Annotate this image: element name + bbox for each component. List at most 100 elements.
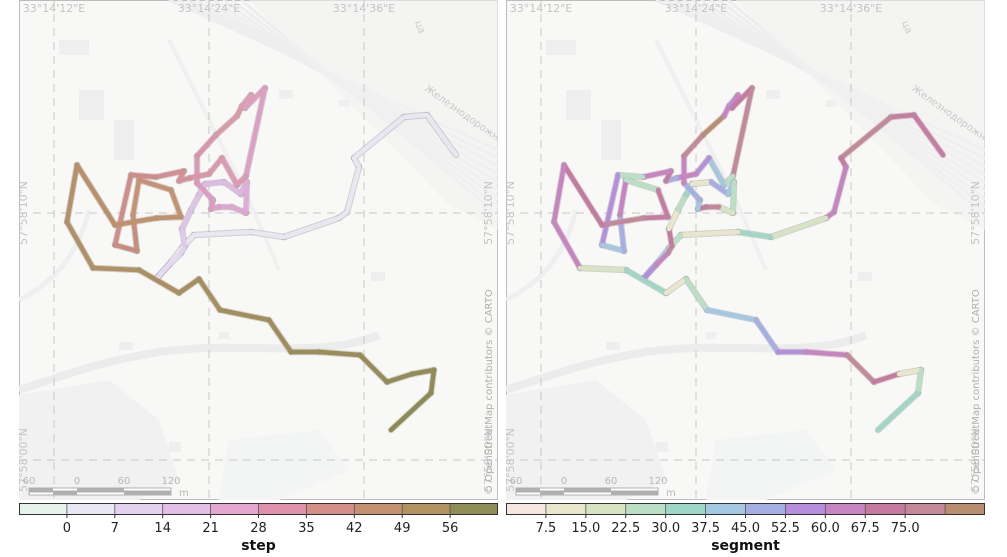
track-segment[interactable]: [730, 179, 737, 216]
track-segment[interactable]: [388, 390, 434, 433]
track-segment[interactable]: [577, 265, 629, 273]
track-segment[interactable]: [655, 187, 671, 220]
track-segment[interactable]: [187, 171, 212, 181]
track-segment[interactable]: [844, 352, 877, 385]
track[interactable]: [63, 84, 460, 434]
track-segment[interactable]: [179, 226, 188, 249]
track-segment[interactable]: [130, 177, 142, 218]
track-segment[interactable]: [623, 267, 669, 296]
track-segment[interactable]: [678, 229, 741, 238]
track-segment[interactable]: [191, 229, 254, 238]
track-segment[interactable]: [154, 214, 184, 221]
track-segment[interactable]: [424, 112, 459, 158]
track-segment[interactable]: [663, 276, 689, 296]
track-segment[interactable]: [653, 250, 671, 268]
track-segment[interactable]: [730, 85, 755, 179]
track-segment[interactable]: [64, 219, 96, 271]
track-segment[interactable]: [316, 349, 363, 358]
track-segment[interactable]: [681, 132, 706, 159]
track-segment[interactable]: [551, 219, 583, 271]
track-segment[interactable]: [206, 155, 225, 177]
track-segment[interactable]: [179, 207, 194, 232]
track-segment[interactable]: [90, 265, 142, 273]
track-segment[interactable]: [136, 267, 182, 296]
track-segment[interactable]: [831, 164, 849, 215]
track-segment[interactable]: [599, 242, 627, 254]
track-segment[interactable]: [666, 207, 681, 232]
track-segment[interactable]: [128, 172, 159, 180]
track-segment[interactable]: [674, 171, 699, 181]
track-segment[interactable]: [888, 112, 917, 120]
track-segment[interactable]: [729, 85, 755, 111]
track-segment[interactable]: [641, 214, 671, 221]
segment-map-panel[interactable]: Железнодорожная ца 33°14'12"E 33°14'24"E 33°…: [506, 0, 985, 557]
track-segment[interactable]: [915, 367, 924, 396]
track-segment[interactable]: [716, 204, 736, 216]
track-segment[interactable]: [401, 112, 430, 120]
track-segment[interactable]: [168, 187, 184, 220]
track-segment[interactable]: [166, 250, 184, 268]
track-segment[interactable]: [194, 180, 216, 203]
track-segment[interactable]: [188, 192, 202, 213]
track-segment[interactable]: [384, 371, 415, 385]
track-segment[interactable]: [551, 162, 567, 225]
track-segment[interactable]: [911, 112, 946, 158]
track-segment[interactable]: [176, 276, 202, 296]
track-segment[interactable]: [561, 162, 605, 228]
track-segment[interactable]: [666, 226, 675, 249]
track-segment[interactable]: [875, 390, 921, 433]
step-map-panel[interactable]: Железнодорожная ца 33°14'12"E 33°14'24"E 33°…: [19, 0, 498, 557]
track-segment[interactable]: [248, 229, 287, 240]
track-segment[interactable]: [409, 367, 437, 377]
track-segment[interactable]: [196, 276, 223, 313]
track-segment[interactable]: [217, 307, 272, 323]
track-segment[interactable]: [599, 172, 621, 248]
track-segment[interactable]: [243, 85, 268, 179]
track-segment[interactable]: [154, 262, 172, 281]
track-segment[interactable]: [153, 168, 187, 180]
track-segment[interactable]: [136, 177, 174, 193]
track-segment[interactable]: [615, 172, 646, 180]
track-segment[interactable]: [194, 132, 219, 159]
track-segment[interactable]: [229, 204, 249, 216]
track-segment[interactable]: [351, 114, 407, 161]
track-segment[interactable]: [640, 168, 674, 180]
track-segment[interactable]: [281, 215, 342, 240]
track-segment[interactable]: [735, 229, 774, 240]
track-segment[interactable]: [675, 192, 689, 213]
track-segment[interactable]: [428, 367, 437, 396]
track-segment[interactable]: [753, 317, 781, 355]
track-segment[interactable]: [704, 307, 759, 323]
track-segment[interactable]: [112, 215, 160, 228]
track-segment[interactable]: [202, 179, 227, 187]
track-segment[interactable]: [112, 242, 140, 254]
track-segment[interactable]: [706, 155, 727, 188]
track-segment[interactable]: [219, 155, 240, 188]
track-segment[interactable]: [871, 371, 902, 385]
track-segment[interactable]: [74, 162, 118, 228]
track-segment[interactable]: [64, 162, 80, 225]
track[interactable]: [550, 84, 947, 434]
track-segment[interactable]: [623, 177, 661, 193]
track-segment[interactable]: [221, 179, 244, 197]
track-segment[interactable]: [768, 215, 829, 240]
track-segment[interactable]: [599, 215, 647, 228]
track-segment[interactable]: [344, 164, 362, 215]
track-segment[interactable]: [213, 113, 240, 138]
track-segment[interactable]: [357, 352, 390, 385]
track-segment[interactable]: [617, 177, 629, 218]
track-segment[interactable]: [689, 179, 714, 187]
track-segment[interactable]: [708, 179, 731, 197]
track-segment[interactable]: [683, 276, 710, 313]
track-segment[interactable]: [896, 367, 924, 377]
track-segment[interactable]: [803, 349, 850, 358]
track-segment[interactable]: [693, 155, 712, 177]
track-segment[interactable]: [112, 172, 134, 248]
track-segment[interactable]: [243, 179, 250, 216]
track-segment[interactable]: [700, 113, 727, 138]
track-segment[interactable]: [641, 262, 659, 281]
track-segment[interactable]: [266, 317, 294, 355]
track-segment[interactable]: [242, 85, 268, 111]
track-segment[interactable]: [838, 114, 894, 161]
track-segment[interactable]: [681, 180, 703, 203]
